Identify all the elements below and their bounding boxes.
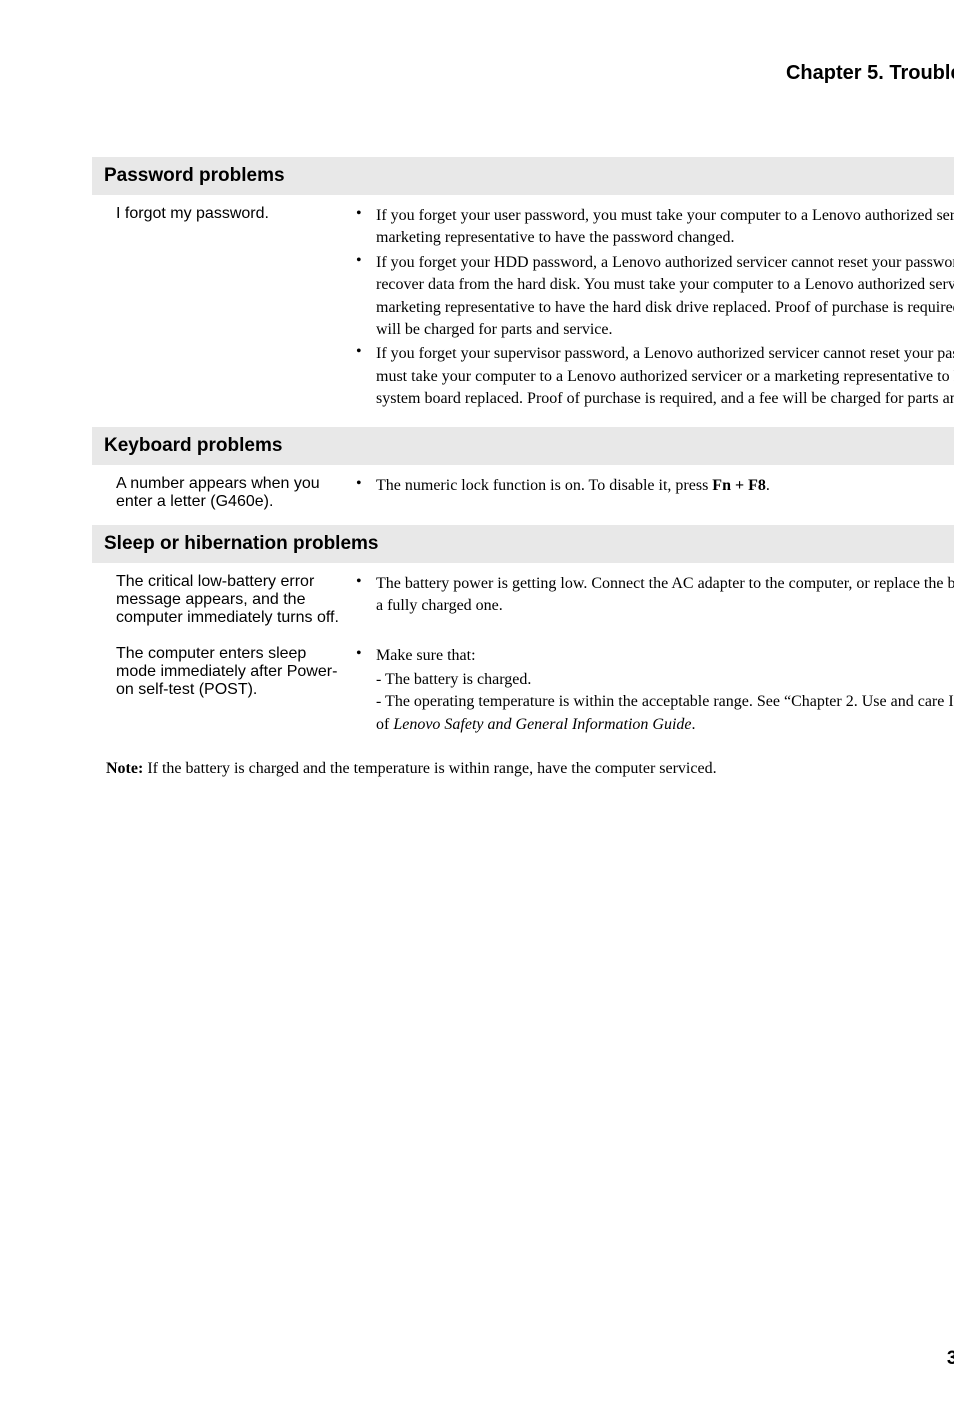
- solution-block: •The numeric lock function is on. To dis…: [356, 475, 954, 511]
- sub-line: - The operating temperature is within th…: [356, 691, 954, 736]
- bullet-icon: •: [356, 475, 376, 497]
- bullet-item: •If you forget your user password, you m…: [356, 205, 954, 250]
- solution-block: •Make sure that:- The battery is charged…: [356, 645, 954, 737]
- bullet-text: The numeric lock function is on. To disa…: [376, 475, 954, 497]
- bullet-item: •The battery power is getting low. Conne…: [356, 573, 954, 618]
- bullet-text: The battery power is getting low. Connec…: [376, 573, 954, 618]
- bullet-icon: •: [356, 252, 376, 342]
- content-row: A number appears when you enter a letter…: [92, 471, 954, 525]
- bullet-text: If you forget your user password, you mu…: [376, 205, 954, 250]
- bullet-icon: •: [356, 205, 376, 250]
- section-header: Password problems: [92, 157, 954, 195]
- page-number: 31: [947, 1348, 954, 1370]
- problem-label: The critical low-battery error message a…: [116, 573, 356, 627]
- chapter-title: Chapter 5. Troubleshooting: [92, 62, 954, 85]
- solution-block: •If you forget your user password, you m…: [356, 205, 954, 413]
- content-row: I forgot my password.•If you forget your…: [92, 201, 954, 427]
- note-label: Note:: [106, 760, 143, 777]
- section-header: Keyboard problems: [92, 427, 954, 465]
- note-text: If the battery is charged and the temper…: [143, 760, 716, 777]
- bullet-item: •Make sure that:: [356, 645, 954, 667]
- problem-label: A number appears when you enter a letter…: [116, 475, 356, 511]
- bullet-icon: •: [356, 343, 376, 410]
- content-row: The critical low-battery error message a…: [92, 569, 954, 641]
- content-row: The computer enters sleep mode immediate…: [92, 641, 954, 751]
- solution-block: •The battery power is getting low. Conne…: [356, 573, 954, 627]
- bullet-icon: •: [356, 645, 376, 667]
- sub-line: - The battery is charged.: [356, 669, 954, 691]
- bullet-icon: •: [356, 573, 376, 618]
- bullet-text: If you forget your supervisor password, …: [376, 343, 954, 410]
- bullet-text: If you forget your HDD password, a Lenov…: [376, 252, 954, 342]
- note-block: Note: If the battery is charged and the …: [92, 750, 954, 780]
- bullet-item: •If you forget your supervisor password,…: [356, 343, 954, 410]
- bullet-item: •The numeric lock function is on. To dis…: [356, 475, 954, 497]
- bullet-item: •If you forget your HDD password, a Leno…: [356, 252, 954, 342]
- problem-label: I forgot my password.: [116, 205, 356, 413]
- section-header: Sleep or hibernation problems: [92, 525, 954, 563]
- bullet-text: Make sure that:: [376, 645, 954, 667]
- problem-label: The computer enters sleep mode immediate…: [116, 645, 356, 737]
